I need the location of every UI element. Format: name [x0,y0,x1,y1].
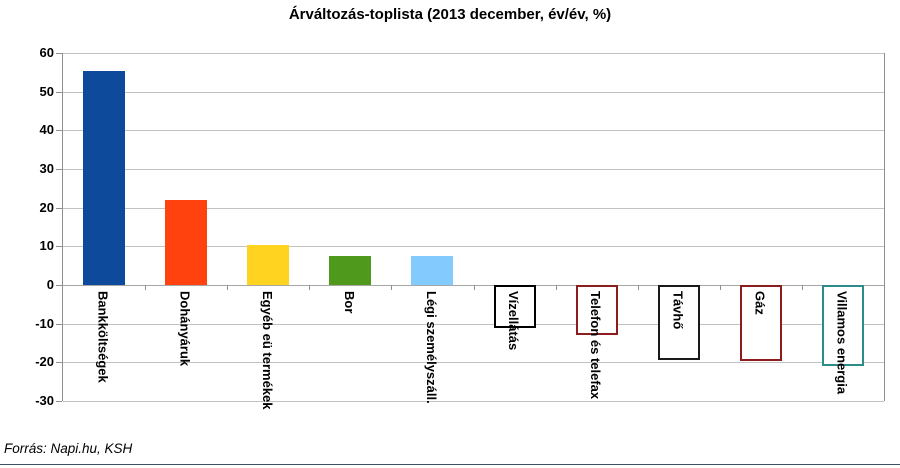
gridline [63,53,884,54]
category-label: Dohányáruk [177,291,193,367]
bar-9 [821,285,864,366]
y-axis-tick-label: -30 [35,393,54,408]
gridline [63,323,884,325]
category-label: Gáz [752,291,768,315]
category-label: Bor [341,291,357,314]
y-axis-tick-mark [56,91,62,93]
y-axis-tick-label: 30 [39,161,54,176]
y-axis-tick-label: 0 [46,277,54,292]
x-axis-tick-mark [473,285,475,290]
bar-8 [739,285,782,362]
y-axis-tick-mark [56,362,62,364]
y-axis-tick-mark [56,401,62,402]
bar-4 [411,256,454,285]
y-axis-tick-label: -20 [35,354,54,370]
chart-title: Árváltozás-toplista (2013 december, év/é… [288,6,612,23]
bottom-divider [0,464,900,465]
y-axis-tick-mark [56,323,62,325]
bar-3 [329,256,372,285]
category-label: Telefon és telefax [588,291,604,400]
gridline [63,246,884,248]
gridline [63,207,884,209]
bar-chart-plot-area [62,53,885,402]
y-axis-tick-label: -10 [35,315,54,331]
bar-0 [83,70,126,285]
category-label: Villamos energia [834,291,850,395]
y-axis-tick-label: 40 [39,122,54,138]
y-axis-tick-label: 10 [39,238,54,254]
gridline [63,169,884,170]
gridline [63,362,884,364]
y-axis-tick-mark [56,130,62,132]
gridline [63,91,884,93]
x-axis-tick-mark [719,285,721,290]
bar-2 [247,245,290,285]
source-note: Forrás: Napi.hu, KSH [4,441,133,456]
bar-1 [165,199,208,285]
bar-6 [575,285,618,335]
x-axis-tick-mark [391,285,393,290]
x-axis-tick-mark [227,285,229,290]
y-axis-tick-mark [56,207,62,209]
y-axis-tick-mark [56,285,62,286]
category-label: Vízellátás [506,291,522,351]
y-axis-tick-mark [56,53,62,54]
y-axis-tick-label: 60 [39,45,54,60]
x-axis-tick-mark [145,285,147,290]
y-axis-tick-mark [56,169,62,170]
category-label: Egyéb eü termékek [259,291,275,410]
y-axis-tick-label: 20 [39,199,54,215]
bar-7 [657,285,700,360]
x-axis-tick-mark [309,285,311,290]
y-axis-tick-label: 50 [39,83,54,99]
bar-5 [493,285,536,328]
y-axis-tick-mark [56,246,62,248]
category-label: Légi személyszáll. [423,291,439,404]
x-axis-tick-mark [555,285,557,290]
category-label: Bankköltségek [95,291,111,383]
x-axis-tick-mark [637,285,639,290]
category-label: Távhő [670,291,686,330]
x-axis-tick-mark [801,285,803,290]
gridline [63,130,884,132]
gridline [63,401,884,402]
